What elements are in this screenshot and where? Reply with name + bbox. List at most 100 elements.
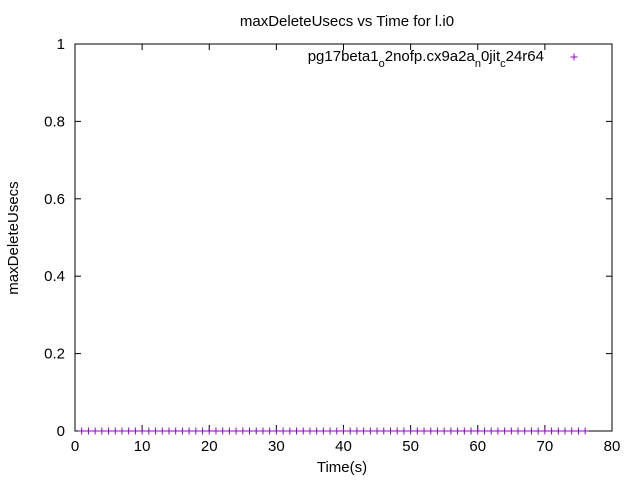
data-point (447, 427, 455, 435)
data-point (454, 427, 462, 435)
x-tick-label: 0 (71, 438, 79, 455)
data-point (158, 427, 166, 435)
data-point (561, 427, 569, 435)
data-point (494, 427, 502, 435)
y-tick-label: 1 (57, 36, 65, 53)
data-point (380, 427, 388, 435)
y-tick-label: 0.2 (44, 346, 65, 363)
data-point (413, 427, 421, 435)
x-tick-label: 30 (268, 438, 285, 455)
data-point (541, 427, 549, 435)
data-point (105, 427, 113, 435)
data-point (407, 427, 415, 435)
data-point (501, 427, 509, 435)
data-point (279, 427, 287, 435)
x-tick-label: 50 (402, 438, 419, 455)
data-point (286, 427, 294, 435)
data-point (554, 427, 562, 435)
data-point (192, 427, 200, 435)
data-point (474, 427, 482, 435)
data-point (574, 427, 582, 435)
data-point (386, 427, 394, 435)
data-point (84, 427, 92, 435)
x-tick-label: 40 (335, 438, 352, 455)
data-point (440, 427, 448, 435)
data-point (232, 427, 240, 435)
y-axis-label: maxDeleteUsecs (5, 181, 22, 294)
data-point (514, 427, 522, 435)
data-point (393, 427, 401, 435)
data-point (239, 427, 247, 435)
legend-label: pg17beta1o2nofp.cx9a2an0jitc24r64 (308, 48, 544, 70)
data-point (131, 427, 139, 435)
data-point (366, 427, 374, 435)
data-point (299, 427, 307, 435)
data-point (212, 427, 220, 435)
data-point (111, 427, 119, 435)
x-tick-label: 10 (134, 438, 151, 455)
y-tick-label: 0.8 (44, 113, 65, 130)
x-tick-label: 70 (537, 438, 554, 455)
data-point (333, 427, 341, 435)
data-point (521, 427, 529, 435)
plot-frame (74, 43, 613, 432)
data-point (360, 427, 368, 435)
data-point (205, 427, 213, 435)
legend: pg17beta1o2nofp.cx9a2an0jitc24r64 (308, 48, 578, 70)
y-axis: 0 0.2 0.4 0.6 0.8 1 (44, 36, 612, 440)
data-point (427, 427, 435, 435)
data-point (313, 427, 321, 435)
x-tick-label: 60 (469, 438, 486, 455)
data-point (78, 427, 86, 435)
data-point (178, 427, 186, 435)
data-point (138, 427, 146, 435)
chart-title: maxDeleteUsecs vs Time for l.i0 (240, 13, 454, 30)
x-tick-label: 20 (201, 438, 218, 455)
data-point (118, 427, 126, 435)
data-point (548, 427, 556, 435)
data-point (252, 427, 260, 435)
data-point (259, 427, 267, 435)
data-point (326, 427, 334, 435)
data-point (152, 427, 160, 435)
data-point (293, 427, 301, 435)
data-point (400, 427, 408, 435)
y-tick-label: 0.4 (44, 268, 65, 285)
data-point (353, 427, 361, 435)
y-tick-label: 0.6 (44, 191, 65, 208)
data-point (340, 427, 347, 435)
data-point (185, 427, 193, 435)
data-point (172, 427, 180, 435)
data-point (225, 427, 233, 435)
x-axis: 0 10 20 30 40 50 60 70 80 (71, 44, 621, 455)
data-point (165, 427, 173, 435)
data-point (480, 427, 488, 435)
data-point (91, 427, 99, 435)
x-axis-label: Time(s) (317, 459, 367, 476)
data-point (487, 427, 495, 435)
y-tick-label: 0 (57, 423, 65, 440)
data-point (534, 427, 542, 435)
data-point (199, 427, 207, 435)
data-point (507, 427, 515, 435)
data-point (373, 427, 381, 435)
data-point (460, 427, 468, 435)
data-point (433, 427, 441, 435)
data-point (527, 427, 535, 435)
data-point (266, 427, 274, 435)
data-point (568, 427, 576, 435)
data-point (420, 427, 428, 435)
data-point (272, 427, 280, 435)
series-points (78, 427, 589, 435)
data-point (125, 427, 133, 435)
x-tick-label: 80 (604, 438, 621, 455)
data-point (346, 427, 354, 435)
data-point (581, 427, 589, 435)
data-point (319, 427, 327, 435)
data-point (98, 427, 106, 435)
data-point (467, 427, 475, 435)
data-point (145, 427, 153, 435)
data-point (246, 427, 254, 435)
data-point (219, 427, 227, 435)
